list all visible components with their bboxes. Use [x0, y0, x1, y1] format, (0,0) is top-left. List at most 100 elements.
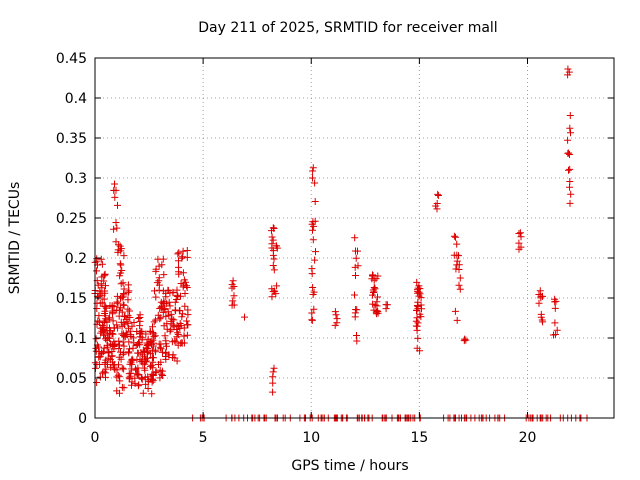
data-point — [115, 345, 123, 352]
data-point — [269, 262, 277, 269]
data-point — [114, 324, 122, 332]
data-point — [125, 348, 132, 356]
data-point — [171, 337, 179, 345]
data-point — [177, 280, 185, 287]
data-point — [166, 327, 174, 335]
data-point — [565, 166, 572, 174]
y-tick-label: 0.25 — [56, 211, 87, 227]
data-point — [371, 285, 379, 293]
data-point — [150, 318, 158, 326]
data-point — [115, 337, 123, 345]
data-point — [149, 375, 156, 383]
y-axis-label: SRMTID / TECUs — [7, 182, 23, 295]
data-point — [413, 326, 421, 334]
data-point — [114, 299, 122, 307]
data-point — [179, 247, 187, 255]
data-point — [462, 336, 470, 344]
data-point — [108, 358, 116, 366]
y-tick-labels: 0 0.05 0.1 0.15 0.2 0.25 0.3 0.35 0.4 0.45 — [56, 51, 87, 427]
data-point — [369, 291, 376, 299]
data-point — [452, 233, 459, 241]
data-point — [124, 296, 132, 304]
data-points — [91, 65, 591, 422]
data-point — [109, 330, 117, 338]
data-point — [152, 316, 159, 324]
data-point — [553, 326, 561, 334]
data-point — [451, 307, 459, 315]
data-point — [331, 321, 339, 329]
data-point — [312, 248, 319, 256]
data-point — [140, 346, 148, 354]
data-point — [119, 330, 127, 338]
data-point — [564, 65, 572, 73]
data-point — [157, 345, 165, 353]
data-point — [183, 317, 191, 325]
x-tick-label: 15 — [410, 430, 428, 446]
data-point — [126, 307, 133, 315]
data-point — [115, 241, 123, 249]
data-point — [128, 322, 136, 330]
data-point — [310, 305, 318, 313]
data-point — [371, 301, 379, 309]
data-point — [517, 243, 525, 251]
data-point — [135, 381, 143, 389]
data-point — [413, 314, 421, 322]
y-tick-label: 0 — [78, 411, 87, 427]
data-point — [102, 304, 110, 312]
data-point — [309, 167, 317, 175]
data-point — [148, 390, 156, 398]
data-point — [268, 293, 276, 301]
data-point — [124, 319, 132, 327]
data-point — [311, 179, 319, 187]
data-point — [151, 332, 159, 340]
data-point — [158, 370, 166, 378]
data-point — [103, 324, 111, 332]
data-point — [136, 314, 144, 321]
data-point — [162, 289, 170, 297]
data-point — [92, 335, 100, 343]
data-point — [110, 187, 118, 194]
data-point — [104, 348, 112, 356]
data-point — [94, 281, 102, 289]
data-point — [118, 383, 126, 391]
data-point — [130, 319, 138, 326]
data-point — [144, 354, 151, 362]
data-point — [143, 339, 151, 347]
data-point — [550, 331, 557, 339]
data-point — [161, 305, 169, 313]
data-point — [415, 288, 423, 296]
data-point — [155, 281, 163, 289]
data-point — [152, 369, 160, 377]
data-point — [417, 313, 425, 321]
data-point — [144, 373, 152, 381]
x-tick-label: 5 — [199, 430, 208, 446]
data-point — [115, 361, 122, 369]
data-point — [308, 270, 316, 278]
data-point — [124, 281, 132, 289]
data-point — [122, 329, 130, 337]
data-point — [175, 270, 183, 278]
data-point — [93, 379, 101, 386]
data-point — [104, 361, 111, 368]
data-point — [100, 295, 108, 303]
data-point — [106, 314, 114, 322]
data-point — [127, 358, 135, 366]
data-point — [116, 272, 124, 280]
data-point — [121, 321, 128, 329]
data-point — [369, 272, 377, 279]
data-point — [118, 364, 126, 372]
data-point — [564, 71, 572, 79]
data-point — [155, 274, 163, 282]
data-point — [352, 254, 360, 262]
data-point — [565, 149, 573, 157]
data-point — [125, 338, 133, 346]
data-point — [167, 326, 175, 334]
data-point — [110, 225, 118, 233]
data-point — [270, 266, 278, 274]
data-point — [116, 304, 124, 312]
data-point — [309, 226, 316, 234]
data-point — [98, 284, 106, 292]
data-point — [415, 282, 423, 290]
data-point — [127, 333, 135, 340]
data-point — [270, 255, 278, 263]
